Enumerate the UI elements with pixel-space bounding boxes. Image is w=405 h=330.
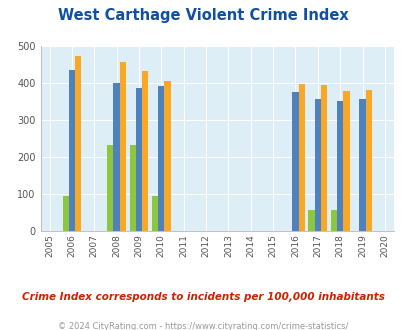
Bar xyxy=(330,210,336,231)
Bar xyxy=(119,62,126,231)
Bar xyxy=(158,86,164,231)
Bar xyxy=(129,145,136,231)
Bar xyxy=(107,145,113,231)
Bar xyxy=(314,99,320,231)
Text: Crime Index corresponds to incidents per 100,000 inhabitants: Crime Index corresponds to incidents per… xyxy=(21,292,384,302)
Bar xyxy=(75,56,81,231)
Bar xyxy=(320,85,326,231)
Bar xyxy=(358,99,365,231)
Bar xyxy=(136,88,142,231)
Bar xyxy=(365,90,371,231)
Bar xyxy=(151,196,158,231)
Bar xyxy=(336,101,343,231)
Bar xyxy=(292,92,298,231)
Bar xyxy=(62,196,68,231)
Text: © 2024 CityRating.com - https://www.cityrating.com/crime-statistics/: © 2024 CityRating.com - https://www.city… xyxy=(58,322,347,330)
Bar xyxy=(68,70,75,231)
Bar xyxy=(343,90,349,231)
Bar xyxy=(142,71,148,231)
Bar xyxy=(164,81,170,231)
Bar xyxy=(298,84,304,231)
Text: West Carthage Violent Crime Index: West Carthage Violent Crime Index xyxy=(58,8,347,23)
Bar xyxy=(113,83,119,231)
Bar xyxy=(308,210,314,231)
